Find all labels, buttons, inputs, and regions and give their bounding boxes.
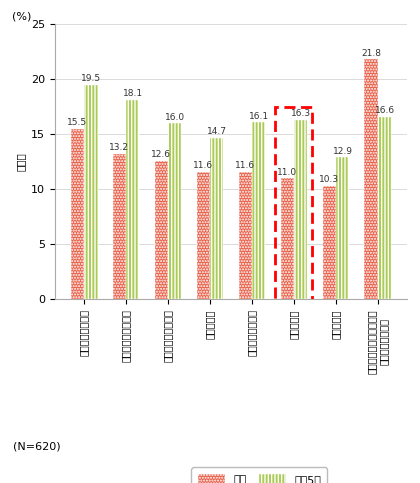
Bar <box>113 154 126 299</box>
Text: 15.5: 15.5 <box>67 118 87 127</box>
Bar <box>71 129 84 299</box>
Bar <box>252 122 265 299</box>
Text: 11.6: 11.6 <box>193 161 213 170</box>
Text: 12.6: 12.6 <box>151 150 171 159</box>
Bar <box>126 100 139 299</box>
Bar <box>168 123 181 299</box>
Y-axis label: 回答率: 回答率 <box>15 153 25 171</box>
Text: 13.2: 13.2 <box>109 143 129 153</box>
Bar <box>239 172 252 299</box>
Text: 16.1: 16.1 <box>249 112 269 121</box>
Text: 18.1: 18.1 <box>123 89 143 99</box>
Bar <box>294 120 307 299</box>
Text: 16.6: 16.6 <box>375 106 395 115</box>
Bar <box>210 138 223 299</box>
Text: 14.7: 14.7 <box>207 127 227 136</box>
Bar <box>84 85 97 299</box>
Text: 11.0: 11.0 <box>277 168 297 177</box>
Bar <box>155 161 168 299</box>
Bar <box>281 178 294 299</box>
Text: 21.8: 21.8 <box>361 49 381 58</box>
Legend: 現在, 今後5年: 現在, 今後5年 <box>192 468 327 483</box>
Bar <box>378 117 391 299</box>
Text: 12.9: 12.9 <box>333 147 353 156</box>
Text: 11.6: 11.6 <box>235 161 255 170</box>
Text: 10.3: 10.3 <box>319 175 339 185</box>
Text: (%): (%) <box>12 12 32 21</box>
Bar <box>197 172 210 299</box>
Bar <box>365 59 378 299</box>
Text: 16.3: 16.3 <box>291 109 311 118</box>
Bar <box>323 186 336 299</box>
Bar <box>336 157 349 299</box>
Text: 16.0: 16.0 <box>165 113 185 122</box>
Text: 19.5: 19.5 <box>81 74 101 83</box>
Text: (N=620): (N=620) <box>13 442 60 452</box>
